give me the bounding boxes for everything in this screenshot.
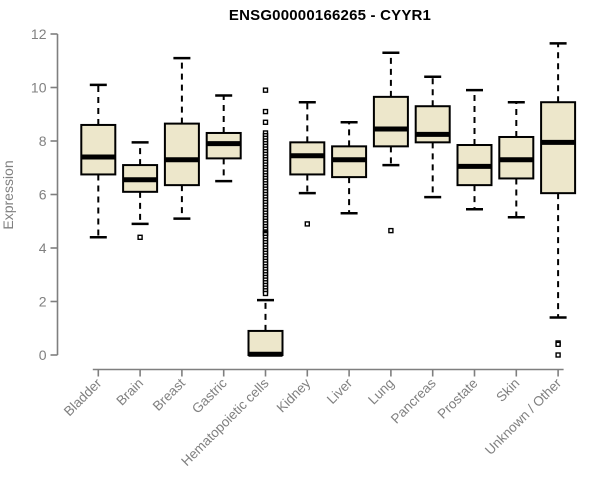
x-tick-label: Brain xyxy=(113,376,146,409)
x-tick-label: Liver xyxy=(324,375,356,407)
box-hematopoietic-cells xyxy=(247,87,284,357)
outlier-point xyxy=(555,352,561,358)
y-tick-label: 2 xyxy=(39,294,47,310)
x-tick-label: Lung xyxy=(365,376,397,408)
y-tick-label: 4 xyxy=(39,240,47,256)
box-body xyxy=(289,141,326,176)
box-prostate xyxy=(456,88,493,211)
outlier-point xyxy=(262,87,269,93)
box-breast xyxy=(163,56,200,220)
x-tick-label: Kidney xyxy=(274,375,314,415)
box-skin xyxy=(498,100,535,219)
box-liver xyxy=(331,121,368,215)
box-unknown-other xyxy=(540,42,577,358)
outlier-point xyxy=(388,227,394,234)
box-body xyxy=(80,123,117,176)
x-tick-label: Unknown / Other xyxy=(482,375,565,458)
box-body xyxy=(372,95,409,148)
box-kidney xyxy=(289,100,326,227)
x-tick-label: Bladder xyxy=(61,375,105,419)
y-tick-label: 6 xyxy=(39,187,47,203)
outlier-point xyxy=(137,234,143,241)
y-tick-label: 0 xyxy=(39,347,47,363)
outlier-point xyxy=(262,119,269,125)
chart-title: ENSG00000166265 - CYYR1 xyxy=(228,7,432,24)
y-tick-label: 12 xyxy=(31,26,47,42)
y-tick-label: 8 xyxy=(39,133,47,149)
x-tick-label: Breast xyxy=(150,375,188,413)
box-brain xyxy=(122,141,159,241)
box-body xyxy=(414,105,451,144)
box-bladder xyxy=(80,83,117,239)
outlier-point xyxy=(555,341,561,347)
box-pancreas xyxy=(414,75,451,199)
box-body xyxy=(247,329,284,356)
y-axis: 0 2 4 6 8 10 12 xyxy=(31,26,59,363)
x-tick-label: Pancreas xyxy=(388,375,439,426)
x-tick-label: Prostate xyxy=(434,376,480,422)
box-gastric xyxy=(205,94,242,183)
x-tick-label: Gastric xyxy=(189,375,230,416)
outlier-point xyxy=(262,108,269,115)
outlier-point xyxy=(262,290,269,297)
box-body xyxy=(163,122,200,187)
box-body xyxy=(540,101,577,195)
box-lung xyxy=(372,51,409,234)
y-tick-label: 10 xyxy=(31,80,47,96)
x-tick-label: Skin xyxy=(493,376,522,405)
outlier-point xyxy=(304,221,310,227)
